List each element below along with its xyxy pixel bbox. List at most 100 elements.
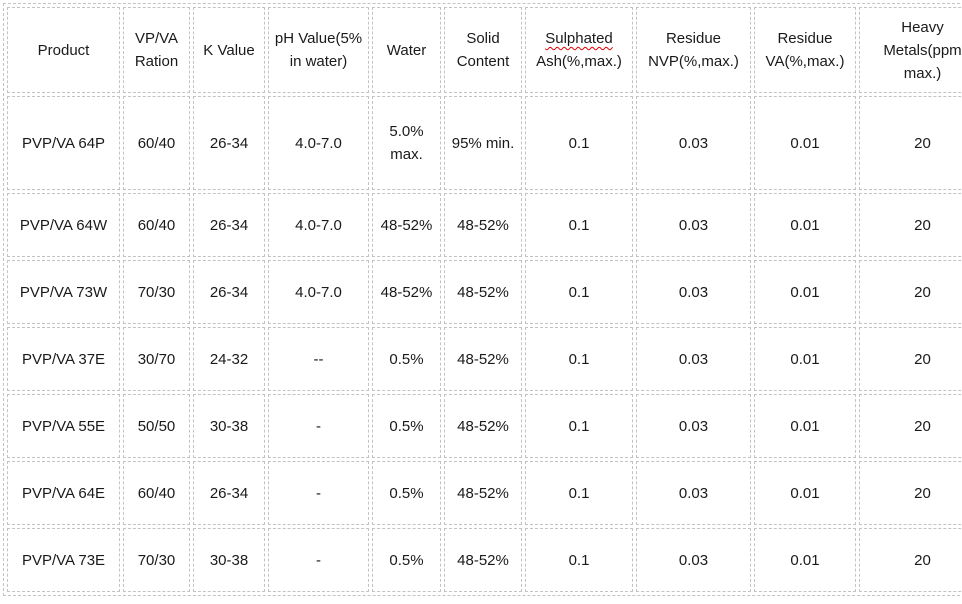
table-cell-ph-value: - — [268, 394, 369, 458]
cell-value: 26-34 — [209, 484, 249, 502]
table-cell-water: 5.0% max. — [372, 96, 441, 190]
table-cell-water: 0.5% — [372, 327, 441, 391]
cell-value: PVP/VA 64W — [19, 216, 108, 234]
cell-value: 0.5% — [389, 350, 424, 368]
column-header-label: VA(%,max.) — [765, 53, 845, 70]
cell-value: 0.01 — [790, 350, 820, 368]
cell-value: 30/70 — [137, 350, 176, 368]
table-cell-product: PVP/VA 73E — [7, 528, 120, 592]
cell-value: 0.03 — [678, 350, 709, 368]
column-header-solid-content: Solid Content — [444, 7, 522, 93]
cell-value: 48-52% — [457, 551, 509, 569]
cell-value: 0.5% — [389, 484, 424, 502]
cell-value: 0.1 — [568, 216, 590, 234]
table-cell-vpva-ration: 70/30 — [123, 528, 190, 592]
table-cell-residue-va: 0.01 — [754, 528, 856, 592]
table-body: PVP/VA 64P 60/40 26-34 4.0-7.0 5.0% max. 95% … — [7, 96, 962, 592]
cell-value: 48-52% — [380, 216, 433, 234]
column-header-label: Content — [456, 53, 510, 70]
cell-value: PVP/VA 73E — [21, 551, 106, 569]
cell-value: 20 — [914, 417, 931, 435]
table-cell-product: PVP/VA 64E — [7, 461, 120, 525]
cell-value: 60/40 — [137, 216, 176, 234]
cell-value: PVP/VA 73W — [19, 283, 108, 301]
table-cell-solid-content: 48-52% — [444, 327, 522, 391]
table-cell-residue-va: 0.01 — [754, 394, 856, 458]
cell-value: 0.03 — [678, 283, 709, 301]
cell-value: 48-52% — [457, 216, 509, 234]
table-cell-residue-va: 0.01 — [754, 327, 856, 391]
cell-value: 48-52% — [380, 283, 433, 301]
table-cell-solid-content: 48-52% — [444, 528, 522, 592]
column-header-label: Residue — [777, 30, 833, 47]
cell-value: 0.1 — [568, 551, 590, 569]
table-row: PVP/VA 64E 60/40 26-34 - 0.5% 48-52% 0.1 0.03 0.… — [7, 461, 962, 525]
table-cell-k-value: 30-38 — [193, 394, 265, 458]
cell-value: - — [316, 417, 321, 435]
cell-value: 4.0-7.0 — [295, 216, 342, 234]
cell-value: -- — [313, 350, 324, 368]
table-cell-sulphated-ash: 0.1 — [525, 260, 633, 324]
table-cell-residue-nvp: 0.03 — [636, 260, 751, 324]
cell-value: 26-34 — [209, 283, 249, 301]
cell-value: 0.5% — [389, 551, 424, 569]
cell-value: 0.01 — [790, 283, 820, 301]
table-cell-ph-value: 4.0-7.0 — [268, 260, 369, 324]
table-cell-residue-va: 0.01 — [754, 461, 856, 525]
table-cell-ph-value: 4.0-7.0 — [268, 193, 369, 257]
header-row: Product VP/VA Ration K Value pH Value(5% i… — [7, 7, 962, 93]
table-cell-sulphated-ash: 0.1 — [525, 394, 633, 458]
table-cell-water: 0.5% — [372, 461, 441, 525]
table-row: PVP/VA 64W 60/40 26-34 4.0-7.0 48-52% 48-52% 0… — [7, 193, 962, 257]
column-header-vpva-ration: VP/VA Ration — [123, 7, 190, 93]
cell-value: PVP/VA 37E — [21, 350, 106, 368]
cell-value: 60/40 — [137, 134, 176, 152]
column-header-label: Residue — [665, 30, 722, 47]
table-cell-residue-va: 0.01 — [754, 193, 856, 257]
table-cell-ph-value: - — [268, 461, 369, 525]
cell-value: 20 — [914, 283, 931, 301]
column-header-label: Water — [386, 41, 427, 59]
column-header-label: Ash(%,max.) — [536, 53, 622, 70]
cell-value: 48-52% — [457, 350, 509, 368]
table-cell-k-value: 24-32 — [193, 327, 265, 391]
cell-value: 0.03 — [678, 417, 709, 435]
cell-value: 30-38 — [209, 417, 249, 435]
table-cell-heavy-metals: 20 — [859, 193, 962, 257]
cell-value: 70/30 — [137, 283, 176, 301]
cell-value: PVP/VA 64E — [21, 484, 106, 502]
table-cell-product: PVP/VA 37E — [7, 327, 120, 391]
table-row: PVP/VA 73E 70/30 30-38 - 0.5% 48-52% 0.1 0.03 0.… — [7, 528, 962, 592]
cell-value: 0.01 — [790, 417, 820, 435]
table-row: PVP/VA 64P 60/40 26-34 4.0-7.0 5.0% max. 95% … — [7, 96, 962, 190]
product-spec-table: Product VP/VA Ration K Value pH Value(5% i… — [3, 3, 962, 596]
cell-value: 4.0-7.0 — [295, 134, 342, 152]
column-header-heavy-metals: Heavy Metals(ppm max.) — [859, 7, 962, 93]
cell-value: 48-52% — [457, 283, 509, 301]
table-cell-product: PVP/VA 64P — [7, 96, 120, 190]
cell-value: 5.0% max. — [389, 123, 424, 163]
cell-value: 20 — [914, 350, 931, 368]
table-cell-k-value: 26-34 — [193, 260, 265, 324]
column-header-label: in water) — [289, 53, 348, 70]
table-row: PVP/VA 73W 70/30 26-34 4.0-7.0 48-52% 48-52% 0… — [7, 260, 962, 324]
table-row: PVP/VA 55E 50/50 30-38 - 0.5% 48-52% 0.1 0.03 0.… — [7, 394, 962, 458]
column-header-sulphated-ash: Sulphated Ash(%,max.) — [525, 7, 633, 93]
table-cell-vpva-ration: 60/40 — [123, 96, 190, 190]
table-cell-solid-content: 48-52% — [444, 260, 522, 324]
table-cell-k-value: 26-34 — [193, 193, 265, 257]
column-header-label: NVP(%,max.) — [648, 53, 739, 70]
table-cell-solid-content: 95% min. — [444, 96, 522, 190]
column-header-product: Product — [7, 7, 120, 93]
cell-value: 0.01 — [790, 134, 820, 152]
column-header-label: Heavy — [901, 18, 944, 36]
table-cell-heavy-metals: 20 — [859, 461, 962, 525]
table-cell-solid-content: 48-52% — [444, 461, 522, 525]
cell-value: 48-52% — [457, 484, 509, 502]
table-cell-residue-nvp: 0.03 — [636, 96, 751, 190]
table-cell-water: 0.5% — [372, 528, 441, 592]
table-cell-heavy-metals: 20 — [859, 327, 962, 391]
table-cell-product: PVP/VA 73W — [7, 260, 120, 324]
cell-value: 50/50 — [137, 417, 176, 435]
